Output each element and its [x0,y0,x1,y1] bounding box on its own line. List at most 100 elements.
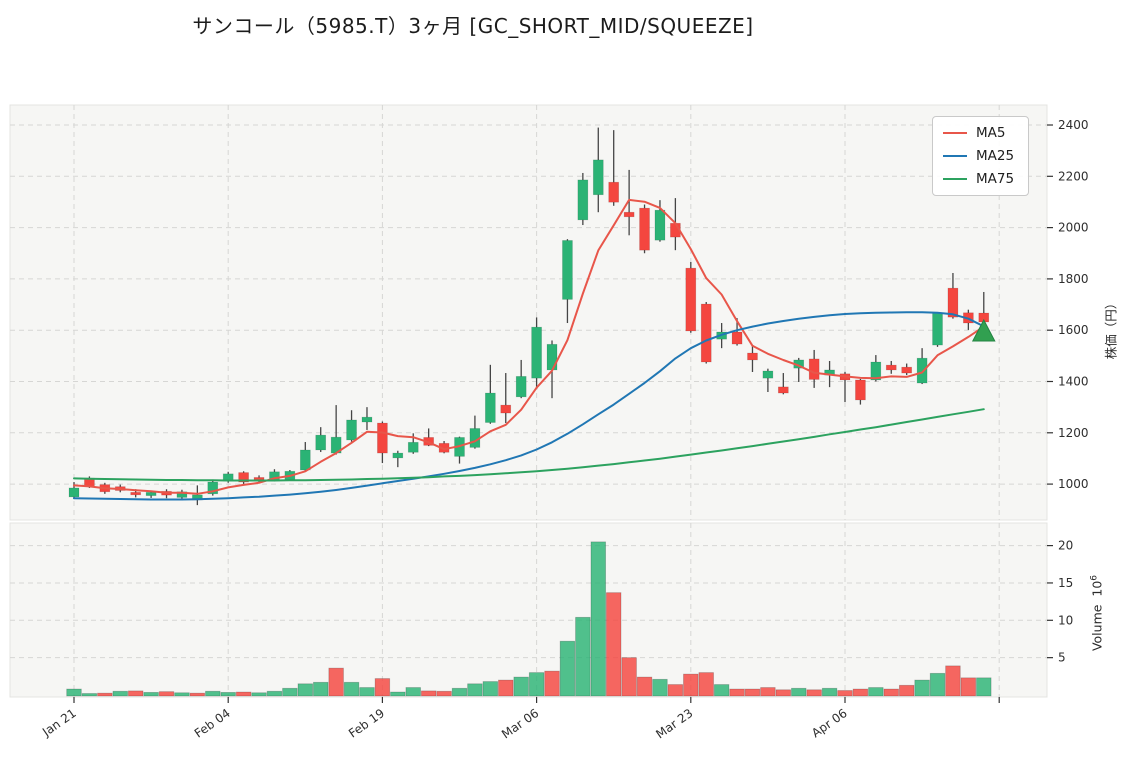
candle-body [731,331,743,345]
volume-bar [575,616,591,697]
volume-axis-tick-label: 20 [1058,539,1073,553]
volume-bar [590,541,606,697]
volume-bar [667,684,684,697]
candle-body [577,179,589,221]
price-axis-tick-label: 1800 [1058,272,1089,286]
legend-item-ma25: MA25 [943,148,1014,164]
ma25-line [73,311,985,501]
price-axis-tick-label: 2400 [1058,118,1089,132]
volume-bar [205,690,221,697]
volume-bar [328,667,344,697]
volume-bar [744,688,761,697]
volume-bar [791,687,807,697]
ma5-line-swatch [943,132,967,134]
volume-bar [713,684,730,697]
legend-label-ma25: MA25 [976,148,1015,164]
volume-bar [852,688,869,697]
legend-label-ma5: MA5 [976,125,1006,141]
volume-axis-tick-label: 10 [1058,613,1073,627]
candle-body [546,343,558,371]
volume-bar [235,691,252,697]
volume-bar [482,681,499,697]
volume-bar [528,672,545,697]
volume-bar [760,687,776,697]
volume-bar [945,665,961,697]
chart-title: サンコール（5985.T）3ヶ月 [GC_SHORT_MID/SQUEEZE] [192,14,754,38]
volume-bar [97,692,113,697]
candle-body [562,240,573,300]
candle-body [855,379,866,401]
volume-bar [451,687,468,697]
volume-bar [868,687,884,697]
candle-body [654,209,666,241]
volume-bar [898,684,915,697]
legend-item-ma75: MA75 [943,171,1014,187]
volume-axis-exponent: 6 [1089,574,1100,581]
volume-axis-tick-label: 15 [1058,576,1073,590]
candle-body [916,357,928,384]
candle-body [592,159,604,196]
volume-axis-label-text: Volume [1089,604,1105,652]
candle-body [299,449,311,471]
candle-body [531,326,542,379]
candle-body [515,376,527,398]
volume-bar [81,693,98,697]
volume-bar [174,692,190,697]
volume-bar [112,690,128,697]
volume-bar [837,690,853,697]
volume-bar [621,657,637,697]
volume-bar [606,592,622,697]
volume-axis-label: Volume 106 [1089,575,1104,651]
volume-bar [775,689,792,697]
volume-bar [513,676,529,697]
volume-bar [313,681,329,697]
candle-body [238,472,249,483]
ma5-line [73,198,985,495]
volume-bar [420,690,437,697]
candle-body [392,452,404,459]
volume-bar [220,691,236,697]
candle-body [870,361,882,381]
volume-bar [66,688,82,697]
candle-body [176,491,188,498]
candle-body [346,419,357,441]
legend-item-ma5: MA5 [943,125,1014,141]
volume-bar [976,677,992,697]
price-axis-tick-label: 2200 [1058,169,1089,183]
candle-body [700,303,712,363]
candle-body [377,422,388,454]
price-axis-tick-label: 1200 [1058,426,1089,440]
volume-bar [652,678,668,697]
candle-body [407,441,419,453]
candle-body [932,312,943,346]
volume-bar [266,690,283,697]
volume-bar [683,673,699,697]
volume-bar [436,690,452,697]
volume-panel [9,522,1048,698]
candle-body [623,211,635,218]
volume-bar [405,687,421,697]
volume-bar [929,672,946,697]
volume-bar [806,689,822,697]
volume-axis-tick-label: 5 [1058,651,1066,665]
volume-bar [374,678,391,697]
volume-bar [158,691,175,697]
buy-signal-triangle-icon [971,318,996,342]
volume-bar [297,683,314,697]
candle-body [484,392,496,423]
volume-bar [559,640,576,697]
volume-bar [251,692,267,697]
candle-body [808,358,820,380]
volume-bar [189,692,206,697]
x-axis-tick-label: Feb 19 [346,706,387,741]
volume-bar [636,676,653,697]
volume-bar [821,687,838,697]
volume-bar [390,691,406,697]
volume-bar [343,681,360,697]
ma75-line-swatch [943,178,967,180]
candle-body [947,287,959,318]
candle-body [130,491,142,496]
volume-bar [359,687,375,697]
